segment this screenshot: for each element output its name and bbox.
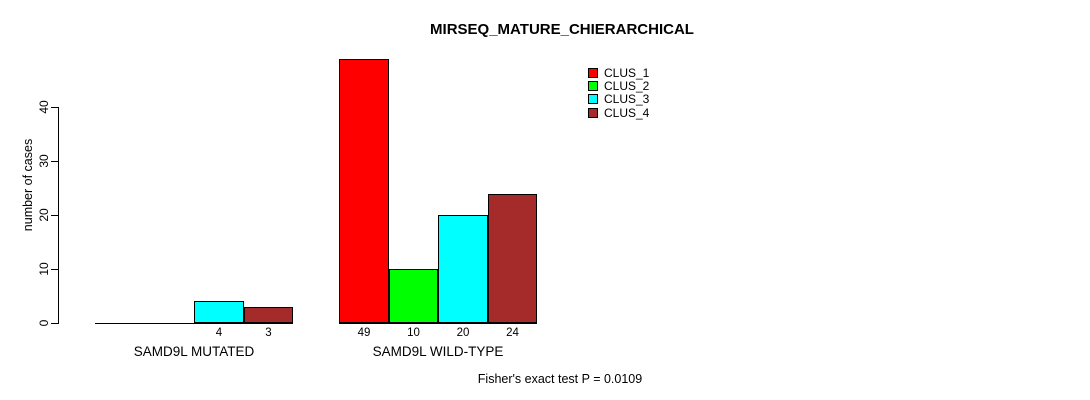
- bar: [194, 301, 244, 323]
- bar-value-label: 4: [215, 327, 223, 339]
- chart-title: MIRSEQ_MATURE_CHIERARCHICAL: [430, 21, 694, 38]
- bar-value-label: 20: [456, 327, 470, 339]
- legend-swatch: [588, 93, 598, 104]
- legend-item: CLUS_3: [588, 91, 650, 106]
- bar-value-label: 3: [265, 327, 272, 339]
- bar: [389, 269, 438, 323]
- legend-swatch: [588, 80, 598, 91]
- group-baseline: [339, 323, 537, 324]
- bar-value-label: 49: [357, 327, 371, 339]
- bar-value-label: 24: [506, 327, 519, 339]
- legend-swatch: [588, 67, 598, 78]
- legend-label: CLUS_2: [604, 78, 650, 93]
- y-tick: [51, 161, 58, 162]
- y-axis-label-text: number of cases: [21, 138, 35, 232]
- y-tick-label-text: 30: [37, 154, 51, 168]
- legend-swatch: [588, 107, 598, 118]
- y-axis-line: [58, 107, 59, 324]
- legend-label: CLUS_3: [604, 91, 650, 106]
- bar: [438, 215, 488, 323]
- legend-item: CLUS_2: [588, 78, 650, 93]
- bar: [244, 307, 293, 323]
- bar-value-label: 10: [407, 327, 420, 339]
- legend-label: CLUS_1: [604, 65, 650, 80]
- legend-item: CLUS_1: [588, 65, 650, 80]
- y-tick: [51, 269, 58, 270]
- bar: [339, 59, 389, 323]
- y-tick-label-text: 40: [37, 100, 51, 114]
- y-tick-label-text: 10: [37, 262, 51, 276]
- group-label: SAMD9L MUTATED: [133, 344, 255, 359]
- y-tick-label-text: 20: [37, 208, 51, 222]
- stat-annotation: Fisher's exact test P = 0.0109: [477, 372, 643, 386]
- y-tick-label-text: 0: [37, 319, 51, 327]
- group-baseline: [95, 323, 293, 324]
- y-tick: [51, 107, 58, 108]
- y-tick: [51, 323, 58, 324]
- bar: [488, 194, 537, 323]
- y-tick: [51, 215, 58, 216]
- legend-item: CLUS_4: [588, 105, 650, 120]
- group-label: SAMD9L WILD-TYPE: [372, 344, 504, 359]
- legend-label: CLUS_4: [604, 105, 650, 120]
